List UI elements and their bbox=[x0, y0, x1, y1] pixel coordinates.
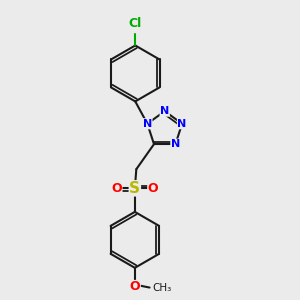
Text: O: O bbox=[111, 182, 122, 195]
Text: N: N bbox=[171, 139, 180, 149]
Text: CH₃: CH₃ bbox=[152, 283, 171, 292]
Text: S: S bbox=[129, 181, 140, 196]
Text: N: N bbox=[178, 119, 187, 129]
Text: N: N bbox=[143, 119, 152, 129]
Text: O: O bbox=[148, 182, 158, 195]
Text: O: O bbox=[130, 280, 140, 293]
Text: N: N bbox=[160, 106, 169, 116]
Text: Cl: Cl bbox=[129, 17, 142, 30]
